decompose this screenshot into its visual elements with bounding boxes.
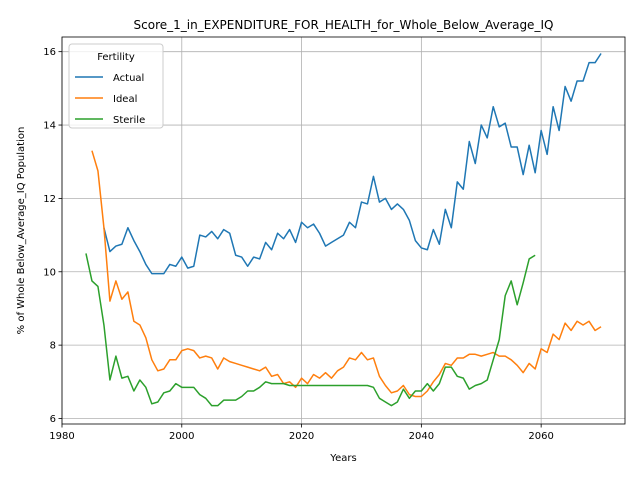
y-tick-label: 8 xyxy=(50,341,56,352)
legend-box xyxy=(68,43,164,129)
series-line-actual xyxy=(103,53,602,275)
x-tick-label: 2000 xyxy=(169,431,194,442)
y-axis-label: % of Whole Below_Average_IQ Population xyxy=(16,127,27,335)
x-tick-label: 2020 xyxy=(289,431,314,442)
x-axis-ticks: 1980 2000 2020 2040 2060 xyxy=(49,424,554,442)
x-axis-label: Years xyxy=(329,453,356,464)
chart-title: Score_1_in_EXPENDITURE_FOR_HEALTH_for_Wh… xyxy=(134,18,554,32)
y-tick-label: 16 xyxy=(43,47,56,58)
y-axis-ticks: 6 8 10 12 14 16 xyxy=(43,47,62,425)
legend-title: Fertility xyxy=(97,52,135,63)
y-tick-label: 12 xyxy=(43,194,56,205)
legend: Fertility Actual Ideal Sterile xyxy=(68,43,164,129)
legend-label-actual: Actual xyxy=(113,73,144,84)
x-tick-label: 2060 xyxy=(528,431,553,442)
series-line-sterile xyxy=(85,253,536,407)
series-lines xyxy=(85,53,602,407)
plot-frame xyxy=(61,36,626,425)
legend-label-ideal: Ideal xyxy=(113,94,137,105)
x-tick-label: 2040 xyxy=(409,431,434,442)
series-line-ideal xyxy=(91,150,602,398)
y-tick-label: 10 xyxy=(43,267,56,278)
x-tick-label: 1980 xyxy=(49,431,74,442)
y-tick-label: 14 xyxy=(43,121,56,132)
legend-label-sterile: Sterile xyxy=(113,115,145,126)
y-tick-label: 6 xyxy=(50,414,56,425)
